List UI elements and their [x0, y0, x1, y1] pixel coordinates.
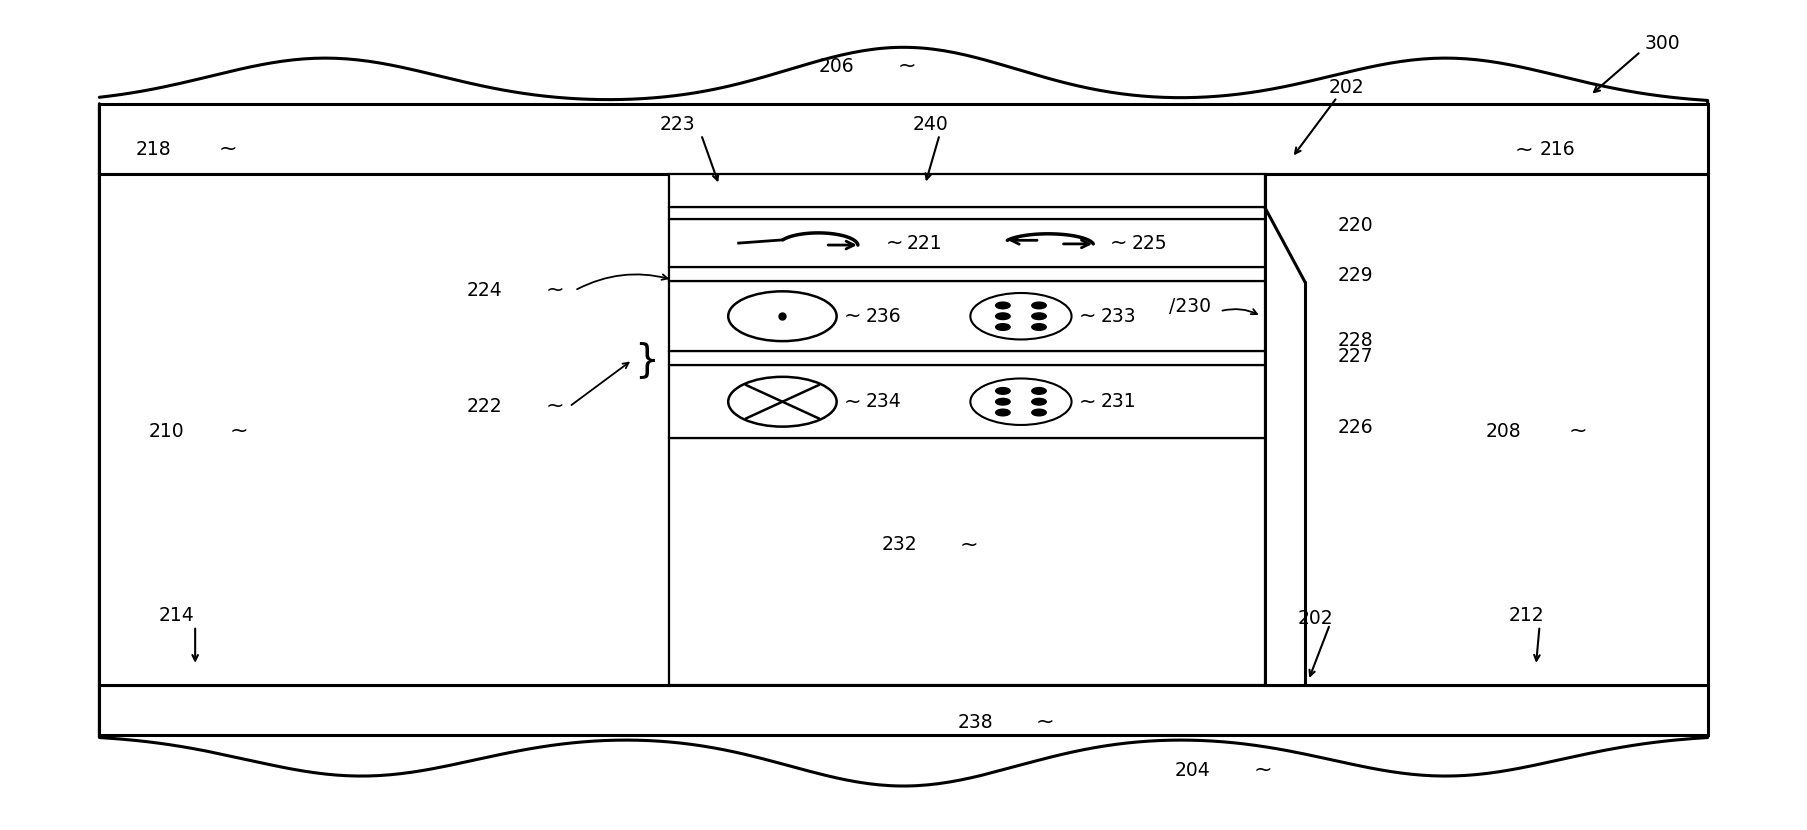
Text: 208: 208 — [1485, 422, 1521, 441]
Text: ~: ~ — [885, 233, 904, 253]
Text: ~: ~ — [219, 139, 237, 159]
Text: 231: 231 — [1100, 393, 1137, 411]
Circle shape — [996, 409, 1010, 416]
Text: 221: 221 — [907, 234, 943, 252]
Text: ~: ~ — [1035, 711, 1053, 731]
Bar — [669, 174, 1265, 208]
Text: }: } — [634, 341, 660, 378]
Text: ~: ~ — [960, 535, 978, 555]
Bar — [99, 174, 669, 685]
Text: ~: ~ — [1079, 392, 1097, 412]
Bar — [669, 351, 1265, 365]
Text: 232: 232 — [882, 535, 918, 554]
Text: 229: 229 — [1337, 266, 1373, 285]
Bar — [669, 438, 1265, 685]
Circle shape — [996, 324, 1010, 330]
Text: 238: 238 — [958, 713, 994, 731]
Text: 216: 216 — [1540, 140, 1576, 159]
Polygon shape — [99, 47, 1708, 786]
Text: ~: ~ — [546, 280, 564, 300]
Text: /230: /230 — [1169, 297, 1211, 315]
Bar — [669, 267, 1265, 281]
Bar — [669, 219, 1265, 267]
Text: ~: ~ — [1254, 759, 1272, 779]
Bar — [1265, 174, 1708, 685]
Text: 228: 228 — [1337, 331, 1373, 349]
Text: ~: ~ — [229, 421, 248, 441]
Text: 227: 227 — [1337, 348, 1373, 366]
Circle shape — [996, 398, 1010, 405]
Text: ~: ~ — [1514, 139, 1532, 159]
Circle shape — [1032, 388, 1046, 394]
Text: ~: ~ — [1568, 421, 1587, 441]
Text: 236: 236 — [866, 307, 902, 325]
Text: 218: 218 — [136, 140, 172, 159]
Text: 212: 212 — [1509, 607, 1545, 625]
Circle shape — [996, 302, 1010, 309]
Text: 225: 225 — [1131, 234, 1167, 252]
Circle shape — [996, 313, 1010, 320]
Text: 240: 240 — [913, 115, 949, 134]
Text: ~: ~ — [1079, 306, 1097, 326]
Text: 300: 300 — [1644, 34, 1681, 52]
Text: 223: 223 — [660, 115, 696, 134]
Bar — [669, 365, 1265, 438]
Text: 220: 220 — [1337, 217, 1373, 235]
Text: ~: ~ — [898, 56, 916, 76]
Text: 204: 204 — [1175, 761, 1211, 779]
Circle shape — [996, 388, 1010, 394]
Text: ~: ~ — [1109, 233, 1128, 253]
Text: ~: ~ — [844, 392, 862, 412]
Bar — [669, 281, 1265, 351]
Text: 233: 233 — [1100, 307, 1137, 325]
Text: 234: 234 — [866, 393, 902, 411]
Text: 202: 202 — [1297, 609, 1334, 627]
Text: ~: ~ — [844, 306, 862, 326]
Circle shape — [1032, 324, 1046, 330]
Text: 206: 206 — [819, 57, 855, 76]
Circle shape — [1032, 302, 1046, 309]
Text: 226: 226 — [1337, 418, 1373, 437]
Text: 222: 222 — [466, 398, 502, 416]
Circle shape — [1032, 313, 1046, 320]
Circle shape — [1032, 409, 1046, 416]
Circle shape — [1032, 398, 1046, 405]
Text: 224: 224 — [466, 281, 502, 300]
Text: 210: 210 — [148, 422, 184, 441]
Text: 202: 202 — [1328, 78, 1364, 96]
Text: ~: ~ — [546, 396, 564, 416]
Text: 214: 214 — [159, 607, 195, 625]
Bar — [99, 104, 1708, 174]
Bar — [99, 685, 1708, 735]
Bar — [669, 208, 1265, 219]
